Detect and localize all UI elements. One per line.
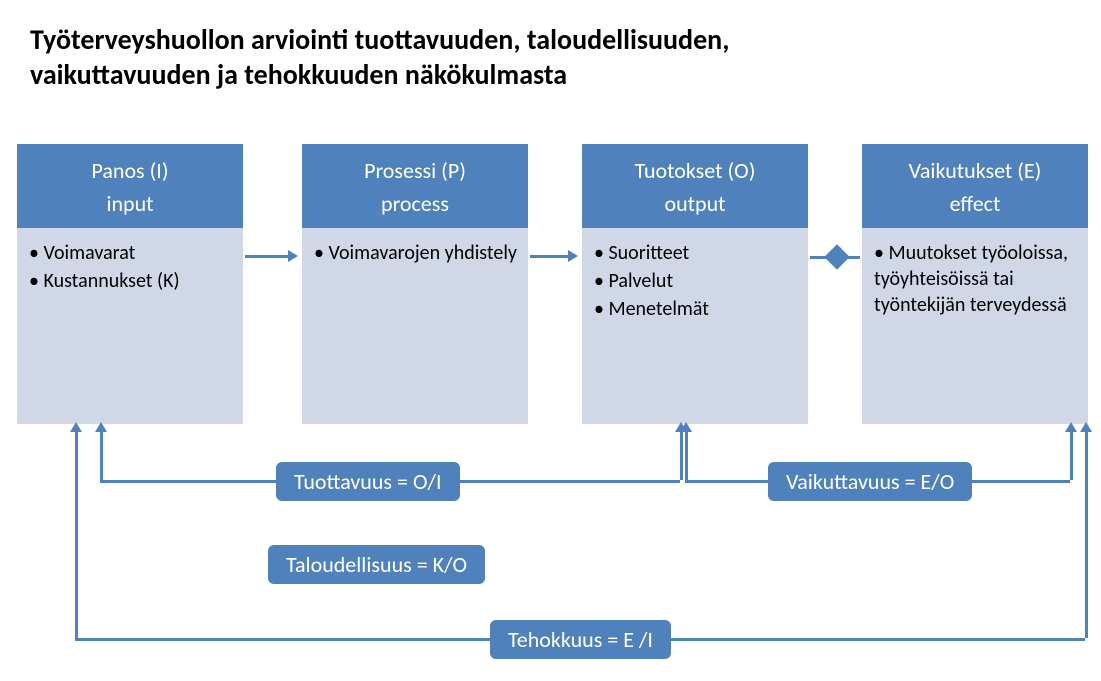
box-body-process: Voimavarojen yhdistely: [302, 228, 528, 424]
box-header-output: Tuotokset (O)output: [582, 144, 808, 228]
box-header-process: Prosessi (P)process: [302, 144, 528, 228]
bracket-vline-left: [75, 431, 78, 638]
box-item: Palvelut: [594, 268, 798, 294]
box-item: Suoritteet: [594, 240, 798, 266]
bracket-vline-left: [685, 431, 688, 480]
box-process: Prosessi (P)process Voimavarojen yhdistel…: [300, 142, 530, 422]
box-item: Voimavarat: [29, 240, 233, 266]
box-header-line2: process: [310, 187, 520, 220]
box-header-line2: input: [25, 187, 235, 220]
box-item: Menetelmät: [594, 296, 798, 322]
bracket-vline-right: [1085, 431, 1088, 638]
diamond-icon: [824, 244, 849, 269]
title-line1: Työterveyshuollon arviointi tuottavuuden…: [30, 22, 729, 57]
box-body-output: SuoritteetPalvelutMenetelmät: [582, 228, 808, 424]
box-output: Tuotokset (O)outputSuoritteetPalvelutMen…: [580, 142, 810, 422]
bracket-vline-left: [100, 431, 103, 480]
box-header-line1: Vaikutukset (E): [870, 154, 1080, 187]
box-header-line2: effect: [870, 187, 1080, 220]
box-item: Muutokset työoloissa, työyhteisöissä tai…: [874, 240, 1078, 318]
box-header-input: Panos (I)input: [17, 144, 243, 228]
pill-vaikuttavuus: Vaikuttavuus = E/O: [768, 462, 972, 501]
title-line2: vaikuttavuuden ja tehokkuuden näkökulmas…: [30, 57, 729, 92]
box-header-line1: Prosessi (P): [310, 154, 520, 187]
box-item: Voimavarojen yhdistely: [314, 240, 518, 266]
box-body-input: VoimavaratKustannukset (K): [17, 228, 243, 424]
bracket-vline-right: [1070, 431, 1073, 480]
diagram-title: Työterveyshuollon arviointi tuottavuuden…: [30, 22, 729, 92]
pill-taloudellisuus: Taloudellisuus = K/O: [268, 545, 485, 584]
box-effect: Vaikutukset (E)effect Muutokset työoloiss…: [860, 142, 1090, 422]
box-input: Panos (I)inputVoimavaratKustannukset (K): [15, 142, 245, 422]
box-header-line1: Tuotokset (O): [590, 154, 800, 187]
box-header-line2: output: [590, 187, 800, 220]
bracket-vline-right: [680, 431, 683, 480]
box-header-effect: Vaikutukset (E)effect: [862, 144, 1088, 228]
pill-tuottavuus: Tuottavuus = O/I: [276, 462, 460, 501]
box-item: Kustannukset (K): [29, 268, 233, 294]
pill-tehokkuus: Tehokkuus = E /I: [490, 620, 671, 659]
flow-arrow: [245, 255, 289, 258]
flow-arrow: [530, 255, 569, 258]
box-body-effect: Muutokset työoloissa, työyhteisöissä tai…: [862, 228, 1088, 424]
box-header-line1: Panos (I): [25, 154, 235, 187]
